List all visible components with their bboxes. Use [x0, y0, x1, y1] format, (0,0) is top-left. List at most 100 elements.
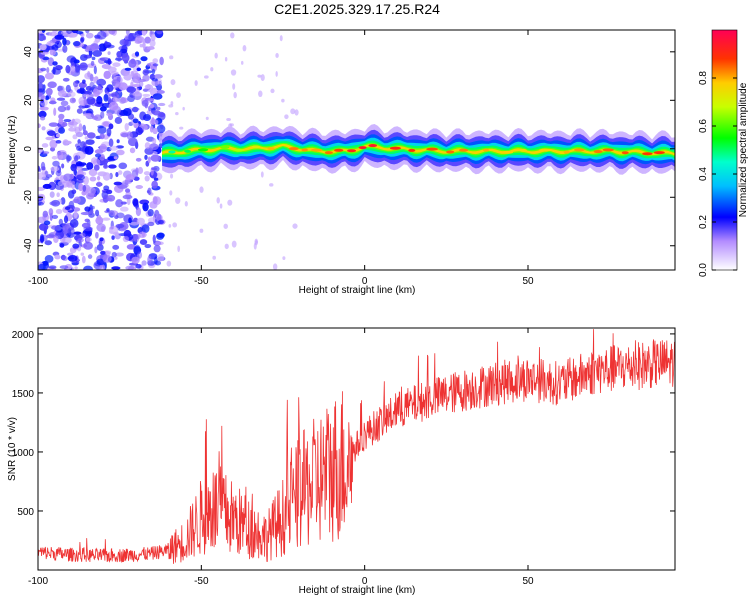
figure-title: C2E1.2025.329.17.25.R24	[274, 1, 440, 17]
noise-speckle	[107, 51, 111, 55]
noise-speckle	[67, 181, 71, 187]
ridge-hotspot	[368, 144, 378, 148]
noise-speckle	[137, 30, 144, 35]
ridge-hotspot	[301, 148, 308, 152]
noise-speckle	[99, 264, 106, 270]
noise-speckle	[158, 102, 166, 107]
noise-speckle	[51, 68, 62, 75]
noise-speckle	[159, 56, 164, 66]
noise-speckle	[147, 208, 154, 217]
noise-speckle	[65, 65, 71, 74]
faint-speckle	[275, 71, 278, 77]
noise-speckle	[83, 265, 93, 270]
noise-speckle	[95, 231, 99, 239]
noise-speckle	[154, 260, 162, 266]
noise-speckle	[82, 93, 90, 98]
noise-speckle	[139, 239, 148, 246]
noise-speckle	[108, 164, 117, 169]
faint-speckle	[179, 126, 184, 130]
faint-speckle	[260, 171, 264, 178]
spectrogram-ytick-label: -20	[23, 190, 34, 205]
noise-speckle	[58, 113, 65, 120]
noise-speckle	[75, 166, 83, 171]
noise-speckle	[53, 235, 59, 244]
noise-speckle	[80, 37, 84, 44]
noise-speckle	[72, 198, 80, 204]
noise-speckle	[137, 166, 144, 175]
noise-speckle	[122, 235, 130, 243]
spectrogram-xtick-label: -50	[194, 276, 209, 287]
noise-speckle	[85, 237, 92, 242]
noise-speckle	[146, 46, 155, 50]
faint-speckle	[177, 245, 181, 253]
noise-speckle	[40, 116, 46, 121]
colorbar-gradient	[712, 30, 737, 270]
noise-speckle	[94, 246, 98, 254]
noise-speckle	[81, 255, 86, 264]
noise-speckle	[155, 106, 161, 111]
noise-speckle	[96, 223, 106, 232]
noise-speckle	[142, 93, 151, 97]
spectrogram-plot: -100 -50 0 50 -40 -20 0 20 40 Height of straight…	[7, 29, 676, 296]
noise-speckle	[57, 90, 67, 97]
faint-speckle	[175, 197, 181, 204]
faint-speckle	[240, 60, 244, 65]
noise-speckle	[110, 71, 119, 76]
noise-speckle	[84, 104, 89, 109]
faint-speckle	[169, 190, 173, 196]
noise-speckle	[136, 217, 145, 225]
noise-speckle	[121, 53, 130, 63]
faint-speckle	[170, 173, 174, 179]
noise-speckle	[44, 254, 54, 263]
noise-speckle	[136, 67, 142, 72]
ridge-band	[162, 143, 675, 156]
noise-speckle	[96, 31, 107, 40]
faint-speckle	[272, 263, 278, 270]
noise-speckle	[115, 171, 119, 178]
noise-speckle	[57, 105, 67, 113]
noise-speckle	[102, 64, 112, 70]
noise-speckle	[55, 208, 63, 215]
noise-speckle	[152, 58, 159, 64]
ridge-hotspot	[621, 151, 629, 155]
noise-speckle	[152, 63, 159, 67]
noise-speckle	[120, 132, 129, 138]
colorbar-tick-label: 0.2	[698, 215, 709, 229]
noise-speckle	[97, 125, 105, 129]
noise-speckle	[100, 250, 106, 255]
faint-speckle	[233, 91, 237, 99]
noise-speckle	[55, 170, 62, 177]
faint-speckle	[231, 240, 237, 248]
colorbar-tick-label: 0.4	[698, 167, 709, 181]
noise-speckle	[67, 91, 76, 98]
noise-speckle	[106, 127, 112, 137]
noise-speckle	[47, 81, 57, 89]
noise-speckle	[49, 99, 56, 105]
noise-speckle	[38, 172, 46, 180]
noise-speckle	[82, 130, 88, 136]
noise-speckle	[129, 147, 136, 154]
noise-speckle	[155, 30, 164, 35]
noise-speckle	[84, 206, 91, 212]
noise-speckle	[112, 244, 120, 250]
noise-speckle	[54, 34, 65, 40]
ridge-hotspot	[539, 148, 550, 152]
faint-speckle	[172, 222, 178, 228]
noise-speckle	[95, 216, 104, 225]
noise-speckle	[116, 212, 125, 219]
noise-speckle	[52, 160, 60, 167]
faint-speckle	[275, 52, 279, 58]
noise-speckle	[128, 32, 134, 42]
noise-speckle	[153, 244, 161, 253]
faint-speckle	[204, 75, 209, 79]
spectrogram-axes: -100 -50 0 50 -40 -20 0 20 40	[23, 30, 675, 287]
snr-xtick-label: 0	[362, 576, 368, 587]
noise-speckle	[158, 80, 162, 86]
noise-speckle	[62, 37, 67, 46]
snr-ylabel: SNR (10 * v/v)	[7, 417, 18, 481]
noise-speckle	[141, 99, 149, 107]
noise-speckle	[133, 234, 140, 243]
noise-speckle	[106, 194, 116, 202]
noise-speckle	[125, 174, 135, 181]
ridge-hotspot	[408, 148, 416, 152]
